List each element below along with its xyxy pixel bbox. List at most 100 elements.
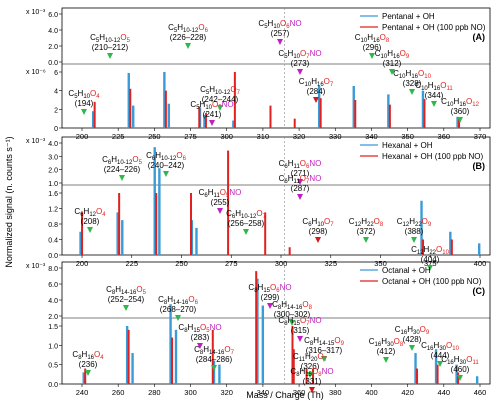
- formula-subscript: 10-12: [161, 156, 177, 162]
- peak-label-mass: (328): [403, 79, 422, 88]
- formula-subscript: 8: [296, 372, 300, 378]
- peak-label-mass: (194): [75, 99, 94, 108]
- formula-subscript: 6: [183, 156, 187, 162]
- formula-element: O: [188, 295, 194, 304]
- formula-subscript: 16: [459, 102, 466, 108]
- x-tick-label: 400: [365, 388, 378, 397]
- peak-label: C6​H10​O7​: [302, 217, 334, 228]
- formula-element: H: [407, 325, 413, 334]
- x-tick-label: 320: [293, 132, 306, 141]
- y-axis-label: Normalized signal (n. counts s⁻¹): [4, 136, 14, 267]
- peak-label: C6​H11​O5​NO: [199, 188, 242, 199]
- y-tick-label: 1.0: [48, 343, 58, 350]
- peak-label-mass: (208): [81, 217, 100, 226]
- formula-element: H: [288, 159, 294, 168]
- oh-peak-bar: [256, 278, 259, 384]
- formula-element: O: [422, 217, 428, 226]
- formula-element: H: [311, 77, 317, 86]
- peak-arrow: [313, 97, 319, 103]
- no-peak-bar: [255, 271, 258, 384]
- oh-peak-bar: [456, 116, 459, 128]
- peak-label: C10​H16​O8​: [355, 33, 390, 44]
- formula-element: C: [441, 97, 447, 106]
- formula-element: C: [349, 217, 355, 226]
- peak-arrow: [383, 357, 389, 363]
- formula-subscript: 9: [428, 222, 432, 228]
- y-tick-label: 0.4: [48, 238, 58, 245]
- formula-subscript: 30: [387, 342, 394, 348]
- peak-arrow: [409, 89, 415, 95]
- panel-A: 6.0 4.0 2.0 0.0 6 4 2 0 x 10⁻³ x 10⁻⁶ 200 225 250 275…: [26, 7, 491, 141]
- formula-element: H: [434, 341, 440, 350]
- peak-label-mass: (344): [425, 91, 444, 100]
- peak-label: C16​H30​O10​: [421, 341, 460, 352]
- peak-arrow: [197, 343, 203, 349]
- formula-subscript: 7: [237, 90, 241, 96]
- oh-peak-bar: [455, 364, 458, 384]
- formula-element: O: [436, 245, 442, 254]
- formula-subscript: 10: [442, 250, 449, 256]
- no-peak-bar: [423, 99, 426, 128]
- y-tick-label: 0: [54, 126, 58, 133]
- formula-no: NO: [229, 188, 241, 197]
- peak-label-mass: (372): [357, 227, 376, 236]
- formula-element: H: [288, 316, 294, 325]
- formula-element: C: [190, 100, 196, 109]
- formula-subscript: 10: [424, 74, 431, 80]
- formula-subscript: 5: [284, 54, 288, 60]
- formula-subscript: 7: [306, 321, 310, 327]
- no-peak-bar: [129, 88, 132, 128]
- oh-peak-bar: [434, 349, 438, 384]
- formula-element: O: [466, 355, 472, 364]
- peak-label-mass: (331): [303, 377, 322, 386]
- formula-subscript: 16: [401, 330, 408, 336]
- formula-element: C: [90, 33, 96, 42]
- legend-label: Pentanal + OH: [382, 12, 435, 21]
- peak-label-mass: (296): [363, 43, 382, 52]
- no-peak-bar: [155, 193, 158, 255]
- formula-element: O: [302, 300, 308, 309]
- formula-element: H: [235, 209, 241, 218]
- peak-label: C5​H10-12​O6​: [168, 23, 209, 34]
- formula-subscript: 6: [195, 300, 199, 306]
- formula-no: NO: [322, 367, 334, 376]
- formula-element: O: [300, 316, 306, 325]
- no-peak-bar: [211, 329, 214, 384]
- formula-subscript: 5: [206, 328, 210, 334]
- formula-element: O: [256, 209, 262, 218]
- formula-element: C: [199, 188, 205, 197]
- formula-element: H: [361, 217, 367, 226]
- no-peak-bar: [118, 193, 121, 255]
- formula-subscript: 10-12: [241, 214, 257, 220]
- peak-label-mass: (412): [377, 347, 396, 356]
- no-peak-bar: [190, 193, 193, 255]
- peak-label-mass: (268–270): [160, 305, 197, 314]
- oh-peak-bar: [261, 305, 265, 384]
- formula-subscript: 15: [193, 328, 200, 334]
- no-peak-bar: [93, 101, 96, 128]
- peak-label: C12​H22​O8​: [349, 217, 384, 228]
- formula-element: C: [393, 69, 399, 78]
- y-tick-label: 0.5: [48, 363, 58, 370]
- y-tick-label: 1.0: [48, 181, 58, 188]
- peak-label: C8​H15​O5​NO: [178, 323, 221, 334]
- y-tick-label: 0.0: [48, 382, 58, 389]
- formula-subscript: 11: [294, 179, 301, 185]
- formula-element: C: [158, 295, 164, 304]
- y-tick-label: 4.0: [48, 28, 58, 35]
- oh-peak-bar: [153, 147, 156, 255]
- no-peak-bar: [269, 105, 272, 128]
- formula-subscript: 7: [330, 82, 334, 88]
- peak-label-mass: (273): [291, 59, 310, 68]
- formula-element: H: [209, 85, 215, 94]
- oh-peak-bar: [158, 168, 161, 255]
- x-tick-label: 300: [275, 259, 288, 268]
- panel-C: 8.0 6.0 4.0 2.0 1.5 1.0 0.5 0.0 x 10⁻³ 240 260 280 3…: [26, 261, 491, 397]
- y-tick-label: 0.0: [48, 253, 58, 260]
- formula-subscript: 6: [205, 28, 209, 34]
- peak-label: C8​H15​O8​NO: [290, 367, 333, 378]
- formula-subscript: 22: [367, 222, 374, 228]
- formula-subscript: 8: [309, 305, 313, 311]
- formula-element: O: [312, 367, 318, 376]
